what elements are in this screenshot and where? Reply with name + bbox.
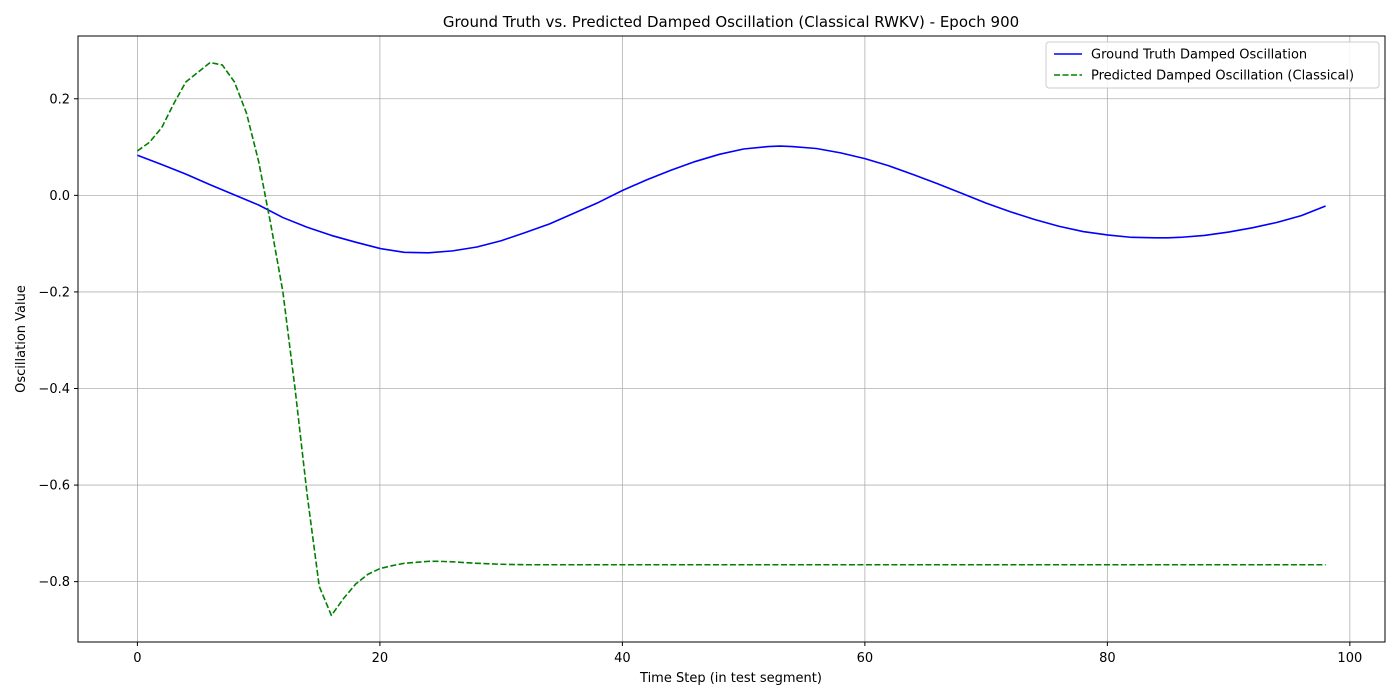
x-tick-label: 100 [1337,651,1362,666]
plot-frame [77,35,1386,643]
y-axis-ticks: 0.2 0.0 −0.2 −0.4 −0.6 −0.8 [38,92,78,590]
y-tick-label: 0.0 [49,189,70,204]
x-tick-label: 40 [614,651,631,666]
x-axis-ticks: 0 20 40 60 80 100 [133,642,1362,666]
x-tick-label: 0 [133,651,141,666]
y-tick-label: −0.8 [38,575,70,590]
y-axis-label: Oscillation Value [14,285,29,393]
series-layer [136,61,1326,617]
grid [78,36,1385,642]
legend-entry-label: Ground Truth Damped Oscillation [1091,48,1307,63]
series-line-predicted [136,61,1326,617]
series-line-ground-truth [137,145,1326,254]
y-tick-label: −0.6 [38,479,70,494]
legend: Ground Truth Damped Oscillation Predicted… [1045,41,1380,89]
y-tick-label: −0.2 [38,285,70,300]
x-tick-label: 60 [857,651,874,666]
y-tick-label: 0.2 [49,92,70,107]
legend-box [1045,41,1380,89]
x-axis-label: Time Step (in test segment) [639,671,822,686]
x-tick-label: 20 [372,651,389,666]
chart-title: Ground Truth vs. Predicted Damped Oscill… [443,13,1019,31]
x-tick-label: 80 [1099,651,1116,666]
legend-entry-label: Predicted Damped Oscillation (Classical) [1091,69,1354,84]
y-tick-label: −0.4 [38,382,70,397]
